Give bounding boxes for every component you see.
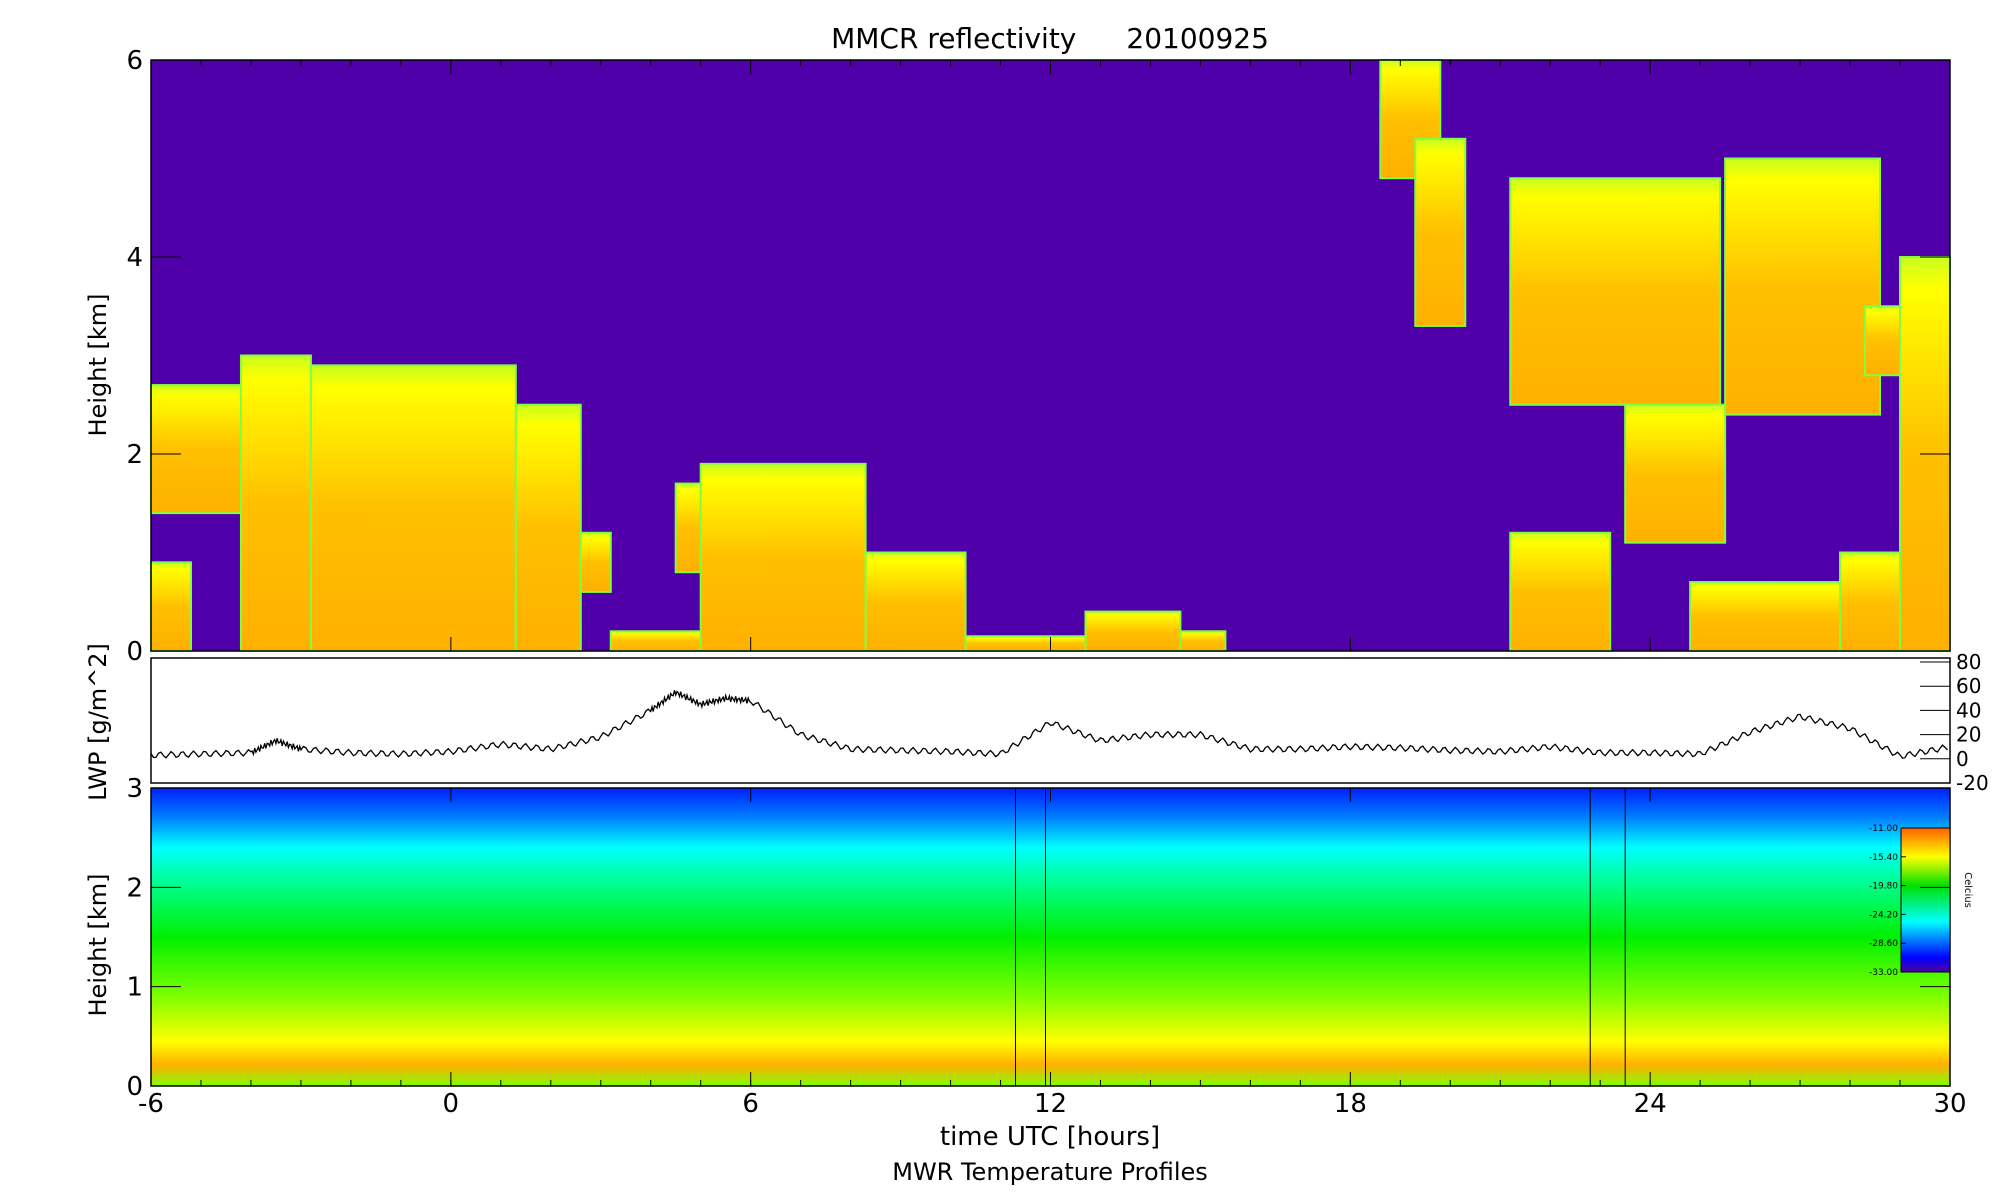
lwp-ytick-label: 0 (1956, 747, 1969, 771)
cloud-region (1724, 157, 1882, 416)
cloud-region (150, 384, 242, 515)
temperature-field (151, 788, 1950, 1086)
lwp-series-line (150, 690, 1948, 759)
x-tick-label: 0 (443, 1089, 460, 1119)
x-axis-label: time UTC [hours] (940, 1122, 1160, 1152)
cloud-region (674, 482, 702, 574)
y-tick-label: 4 (126, 243, 143, 273)
temp-y-tick-label: 2 (126, 873, 143, 903)
y-tick-label: 0 (126, 637, 143, 667)
lwp-ytick-label: 60 (1956, 674, 1981, 698)
lwp-ylabel: LWP [g/m^2] (84, 643, 112, 801)
cloud-region (1414, 137, 1467, 327)
lwp-ytick-label: 20 (1956, 723, 1981, 747)
temp-y-tick-label: 0 (126, 1072, 143, 1102)
y-tick-label: 6 (126, 46, 143, 76)
lwp-ytick-label: 40 (1956, 698, 1981, 722)
colorbar-tick-label: -19.80 (1869, 882, 1898, 892)
temperature-panel: -11.00 -15.40 -19.80 -24.20 -28.60 -33.00 (150, 787, 1951, 1087)
x-tick-label: -6 (138, 1089, 164, 1119)
cloud-region (1509, 177, 1722, 406)
colorbar-label: Celcius (1962, 872, 1973, 908)
x-tick-label: 18 (1334, 1089, 1367, 1119)
x-tick-label: 12 (1034, 1089, 1067, 1119)
cloud-region (309, 364, 517, 652)
colorbar-tick-label: -24.20 (1869, 910, 1898, 920)
cloud-region (514, 403, 582, 652)
colorbar-tick-label: -15.40 (1869, 853, 1898, 863)
lwp-frame (150, 657, 1951, 784)
lwp-ytick-label: -20 (1956, 771, 1989, 795)
cloud-region (150, 561, 192, 652)
x-tick-label: 6 (742, 1089, 759, 1119)
cloud-region (1179, 630, 1227, 652)
cloud-region (1084, 610, 1182, 652)
cloud-region (699, 462, 867, 652)
cloud-region (609, 630, 702, 652)
colorbar-tick-label: -28.60 (1869, 939, 1898, 949)
y-tick-label: 2 (126, 440, 143, 470)
temp-ylabel: Height [km] (84, 874, 112, 1017)
lwp-ytick-label: 80 (1956, 650, 1981, 674)
colorbar-tick-label: -33.00 (1869, 968, 1898, 978)
x-tick-label: 30 (1933, 1089, 1966, 1119)
cloud-region (1624, 403, 1727, 544)
colorbar-tick-label: -11.00 (1869, 824, 1898, 834)
temp-panel-title: MWR Temperature Profiles (892, 1158, 1208, 1186)
top-ylabel: Height [km] (84, 294, 112, 437)
reflectivity-panel (150, 59, 1952, 652)
cloud-region (1864, 305, 1902, 377)
cloud-region (1509, 531, 1612, 652)
x-tick-label: 24 (1634, 1089, 1667, 1119)
colorbar (1900, 827, 1951, 973)
cloud-region (579, 531, 612, 593)
cloud-region (864, 551, 967, 652)
temp-y-tick-label: 3 (126, 774, 143, 804)
cloud-region (239, 354, 312, 652)
cloud-region (964, 635, 1087, 652)
chart-title: MMCR reflectivity 20100925 (831, 22, 1269, 55)
temp-y-tick-label: 1 (126, 973, 143, 1003)
